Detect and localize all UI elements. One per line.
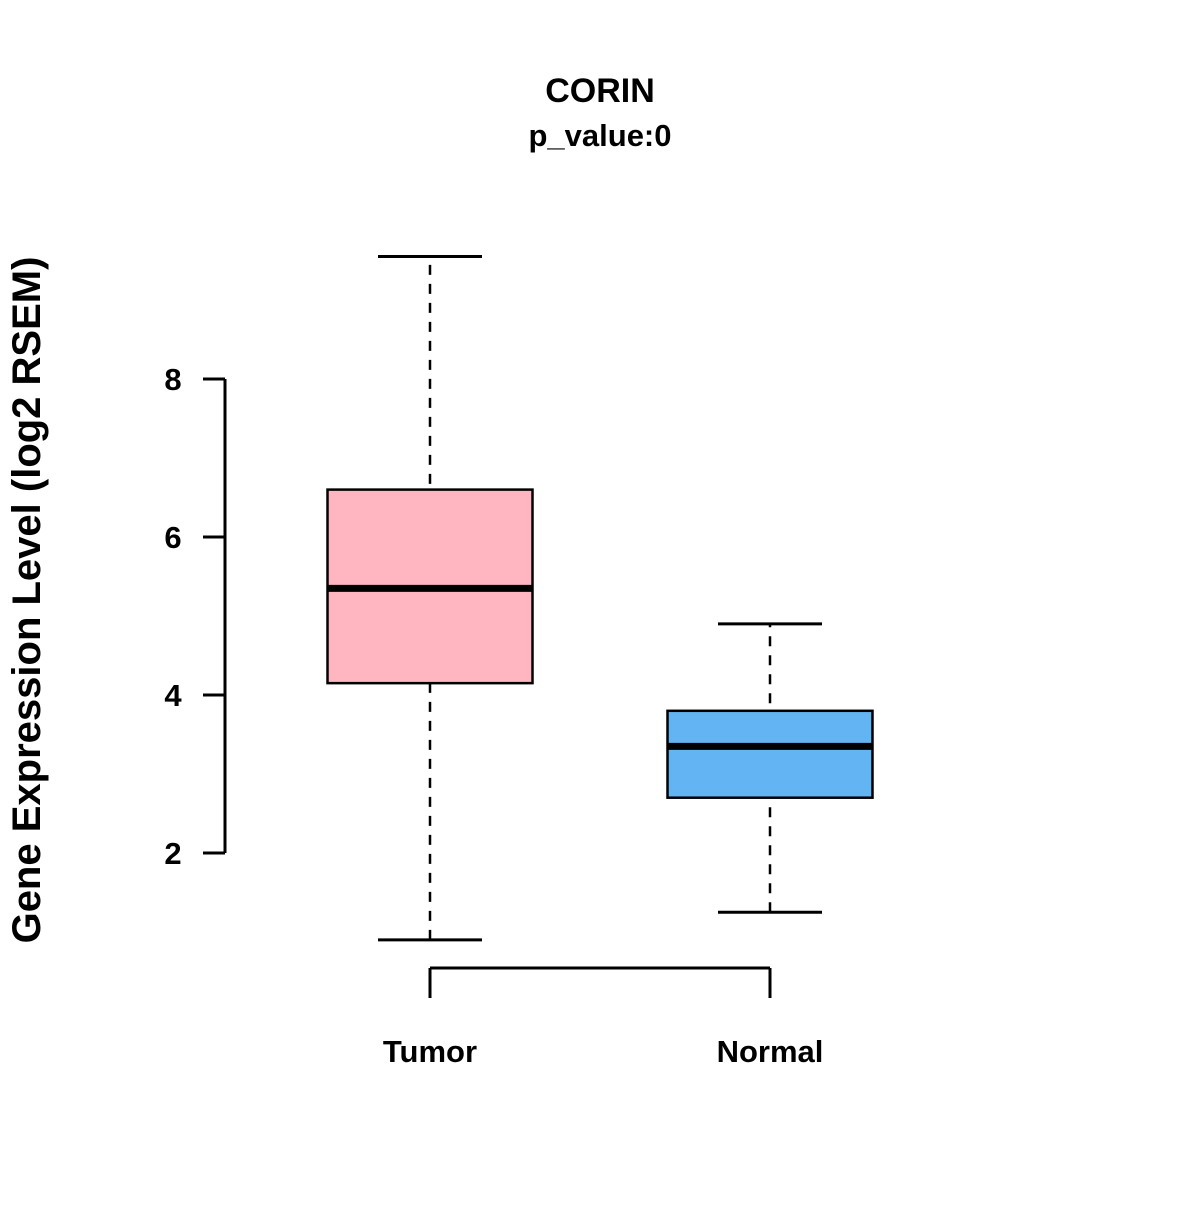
y-axis-tick-label: 8 xyxy=(164,362,181,397)
chart-subtitle: p_value:0 xyxy=(528,118,671,153)
plot-area: 2 4 6 8 Tumor Normal xyxy=(164,255,874,1069)
chart-title: CORIN xyxy=(545,72,655,110)
x-group-label-tumor: Tumor xyxy=(383,1034,477,1069)
y-axis-tick-label: 2 xyxy=(164,836,181,871)
y-axis-tick-label: 6 xyxy=(164,520,181,555)
y-axis-label: Gene Expression Level (log2 RSEM) xyxy=(5,257,49,944)
y-axis-tick-label: 4 xyxy=(164,678,182,713)
box-normal xyxy=(666,709,874,799)
x-group-label-normal: Normal xyxy=(717,1034,824,1069)
